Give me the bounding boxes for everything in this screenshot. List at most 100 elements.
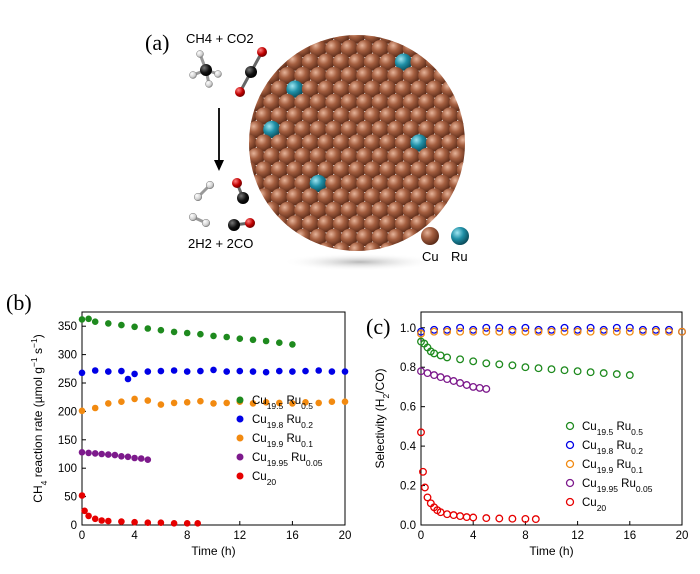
legend-marker (565, 497, 575, 507)
ru-legend-label: Ru (451, 249, 468, 264)
data-point (456, 327, 465, 336)
data-point (443, 353, 452, 362)
series-Cu19.95Ru0.05 (417, 367, 491, 393)
data-point (482, 327, 491, 336)
data-point (262, 368, 270, 376)
cu-atom-icon (301, 80, 320, 98)
panel-label-b: (b) (6, 290, 32, 315)
ru-atom-icon (410, 134, 428, 152)
cu-atom-icon (371, 201, 389, 219)
data-point (302, 367, 309, 375)
legend-marker (236, 453, 244, 461)
cu-atom-icon (309, 201, 327, 219)
cu-legend-label: Cu (422, 249, 439, 264)
cu-atom-icon (294, 93, 312, 112)
data-point (183, 520, 191, 527)
cu-atom-icon (394, 215, 413, 233)
data-point (157, 367, 165, 375)
legend-marker (565, 459, 575, 469)
x-tick-label: 16 (623, 530, 636, 542)
data-point (638, 327, 647, 336)
cu-atom-icon (332, 53, 351, 71)
data-point (456, 323, 465, 332)
data-point (124, 375, 132, 383)
cu-atom-icon (325, 93, 343, 112)
ru-atom-icon (309, 174, 327, 193)
cu-atom-icon (441, 107, 459, 125)
cu-atom-icon (356, 201, 374, 219)
panel-label-c: (c) (366, 314, 390, 339)
cu-atom-icon (325, 40, 343, 58)
data-point (612, 370, 621, 379)
data-point (302, 399, 309, 406)
data-point (111, 451, 119, 459)
data-point (612, 327, 621, 336)
cu-atom-icon (348, 161, 366, 179)
legend-label: Cu19.95 Ru0.05 (582, 478, 653, 494)
data-point (91, 367, 99, 374)
x-tick-label: 4 (131, 530, 138, 542)
cu-atom-icon (363, 53, 382, 71)
data-point (105, 320, 112, 327)
cu-atom-icon (325, 67, 343, 85)
data-point (194, 520, 201, 527)
cu-atom-icon (425, 188, 444, 206)
cu-atom-icon (278, 93, 296, 112)
y-tick-label: 50 (64, 492, 77, 504)
data-point (170, 520, 178, 527)
x-axis-title: Time (h) (191, 544, 235, 558)
cu-atom-icon (340, 93, 358, 112)
cu-atom-icon (410, 161, 428, 179)
data-point (170, 328, 178, 336)
data-point (223, 333, 230, 341)
data-point (475, 383, 484, 392)
cu-atom-icon (356, 67, 374, 85)
cu-atom-icon (371, 174, 389, 193)
cu-atom-icon (317, 215, 335, 233)
hydrogen-molecule-icon (188, 212, 211, 228)
data-point (249, 336, 257, 344)
cu-atom-icon (270, 134, 289, 152)
data-point (482, 323, 491, 332)
legend-marker (236, 396, 244, 404)
data-point (98, 517, 105, 524)
cu-atom-icon (348, 134, 366, 152)
cu-atom-icon (309, 147, 327, 166)
cu-atom-icon (278, 201, 296, 219)
cu-atom-icon (325, 174, 343, 193)
data-point (262, 337, 270, 345)
x-tick-label: 8 (522, 530, 528, 542)
data-point (315, 367, 323, 374)
data-point (665, 327, 673, 336)
cu-atom-icon (394, 134, 413, 152)
cu-atom-icon (255, 161, 273, 179)
series-Cu19.9Ru0.1 (417, 327, 686, 338)
cu-atom-icon (363, 80, 382, 98)
data-point (328, 398, 336, 406)
ru-atom-icon (394, 53, 413, 71)
y-tick-label: 1.0 (400, 323, 416, 335)
cu-atom-icon (348, 35, 366, 44)
data-point (105, 368, 112, 375)
carbon-dioxide-molecule-icon (235, 47, 267, 97)
data-point (249, 368, 257, 375)
cu-atom-icon (379, 215, 397, 233)
nanoparticle-shadow (282, 253, 438, 271)
cu-atom-icon (371, 120, 389, 139)
cu-atom-icon (425, 80, 444, 98)
series-Cu20 (417, 428, 540, 524)
x-tick-label: 0 (79, 530, 85, 542)
cu-atom-icon (418, 67, 436, 85)
y-tick-label: 150 (58, 435, 77, 447)
cu-atom-icon (332, 215, 351, 233)
data-point (78, 316, 86, 323)
legend-label: Cu19.5 Ru0.5 (252, 395, 313, 411)
cu-atom-icon (394, 107, 413, 125)
data-point (443, 327, 452, 336)
data-point (547, 327, 556, 336)
data-point (91, 318, 99, 326)
legend-marker (565, 421, 575, 431)
data-point (449, 511, 458, 520)
data-point (456, 512, 465, 521)
series-Cu19.5Ru0.5 (78, 315, 296, 348)
